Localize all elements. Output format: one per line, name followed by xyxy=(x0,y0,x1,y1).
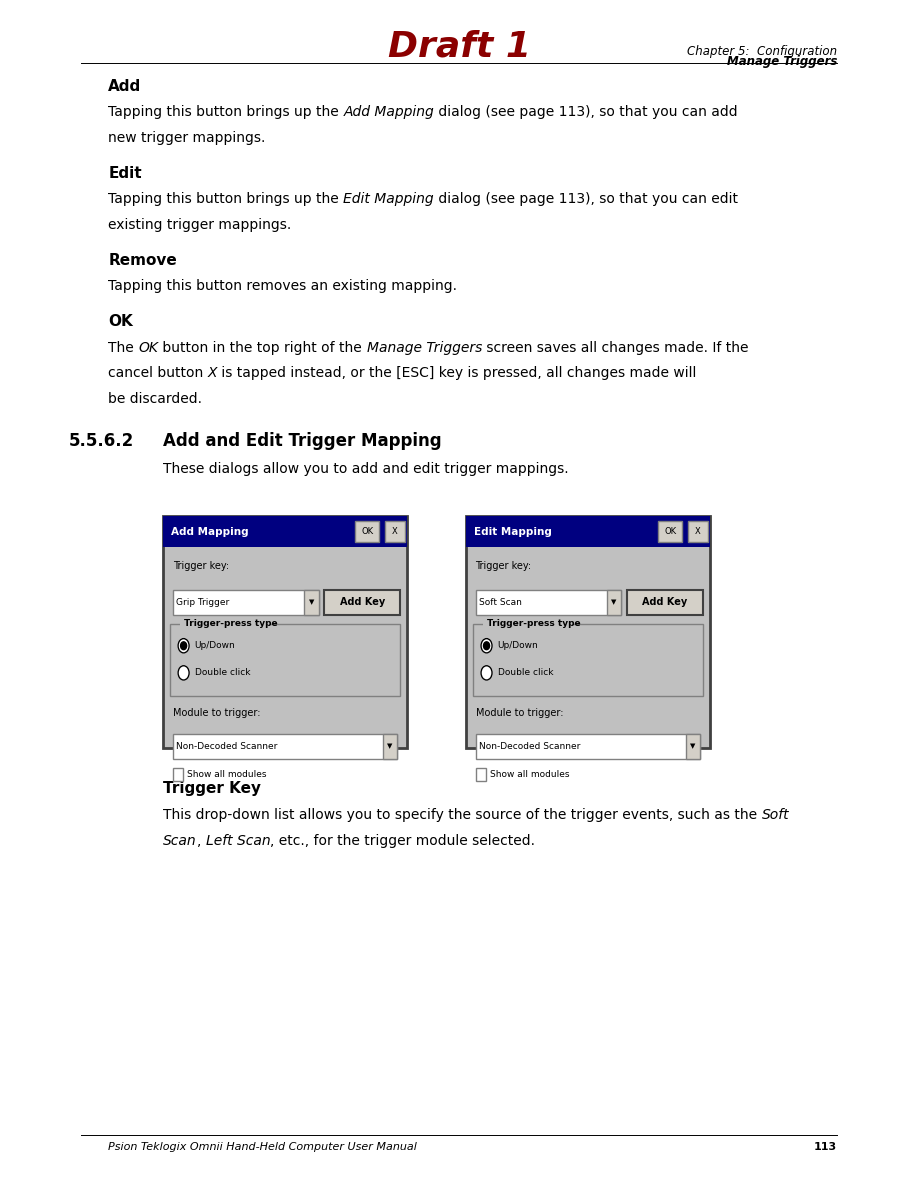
Text: Manage Triggers: Manage Triggers xyxy=(366,340,482,355)
Bar xyxy=(180,618,270,632)
Text: Double click: Double click xyxy=(498,669,553,677)
Text: Edit Mapping: Edit Mapping xyxy=(474,526,552,537)
Text: Add: Add xyxy=(108,79,141,94)
Bar xyxy=(688,521,708,541)
Bar xyxy=(627,590,703,615)
Text: Show all modules: Show all modules xyxy=(490,770,570,779)
Text: Double click: Double click xyxy=(195,669,250,677)
Text: new trigger mappings.: new trigger mappings. xyxy=(108,131,265,145)
Text: Trigger-press type: Trigger-press type xyxy=(184,619,277,627)
Text: Remove: Remove xyxy=(108,252,177,268)
Text: Non-Decoded Scanner: Non-Decoded Scanner xyxy=(479,741,580,751)
Bar xyxy=(476,769,486,782)
Text: Trigger key:: Trigger key: xyxy=(476,562,532,571)
Circle shape xyxy=(181,641,186,650)
Text: Add Key: Add Key xyxy=(340,597,385,607)
Text: Trigger Key: Trigger Key xyxy=(163,782,262,796)
Text: Up/Down: Up/Down xyxy=(498,641,538,650)
Text: OK: OK xyxy=(664,527,677,536)
Bar xyxy=(173,769,183,782)
Text: Add Mapping: Add Mapping xyxy=(171,526,249,537)
Bar xyxy=(355,521,379,541)
Bar xyxy=(466,516,710,547)
Bar xyxy=(607,590,621,615)
Text: Trigger key:: Trigger key: xyxy=(173,562,229,571)
Bar xyxy=(466,516,710,749)
Text: , etc., for the trigger module selected.: , etc., for the trigger module selected. xyxy=(271,834,535,847)
Text: Edit Mapping: Edit Mapping xyxy=(343,193,434,206)
Text: OK: OK xyxy=(139,340,159,355)
Text: is tapped instead, or the [ESC] key is pressed, all changes made will: is tapped instead, or the [ESC] key is p… xyxy=(218,367,697,381)
Text: X: X xyxy=(208,367,218,381)
Bar xyxy=(473,625,703,696)
Circle shape xyxy=(178,665,189,679)
Text: Module to trigger:: Module to trigger: xyxy=(476,708,563,718)
Bar xyxy=(383,734,397,759)
Text: button in the top right of the: button in the top right of the xyxy=(159,340,366,355)
Text: Add Mapping: Add Mapping xyxy=(343,106,434,119)
Text: The: The xyxy=(108,340,139,355)
Text: ▼: ▼ xyxy=(387,744,393,750)
Bar xyxy=(483,618,573,632)
Text: ▼: ▼ xyxy=(690,744,696,750)
Circle shape xyxy=(481,639,492,653)
Text: Module to trigger:: Module to trigger: xyxy=(173,708,260,718)
Bar xyxy=(686,734,700,759)
Text: 113: 113 xyxy=(814,1142,837,1152)
Text: These dialogs allow you to add and edit trigger mappings.: These dialogs allow you to add and edit … xyxy=(163,462,569,476)
Text: Tapping this button brings up the: Tapping this button brings up the xyxy=(108,193,343,206)
Text: Chapter 5:  Configuration: Chapter 5: Configuration xyxy=(687,45,837,58)
Text: Tapping this button removes an existing mapping.: Tapping this button removes an existing … xyxy=(108,280,457,294)
Text: X: X xyxy=(392,527,397,536)
Bar xyxy=(476,590,621,615)
Text: cancel button: cancel button xyxy=(108,367,208,381)
Circle shape xyxy=(481,665,492,679)
Text: Grip Trigger: Grip Trigger xyxy=(176,597,230,607)
Text: Up/Down: Up/Down xyxy=(195,641,235,650)
Text: 5.5.6.2: 5.5.6.2 xyxy=(69,432,134,450)
Bar xyxy=(163,516,407,749)
Text: Trigger-press type: Trigger-press type xyxy=(487,619,580,627)
Text: existing trigger mappings.: existing trigger mappings. xyxy=(108,218,292,232)
Text: dialog (see page 113), so that you can edit: dialog (see page 113), so that you can e… xyxy=(434,193,738,206)
Bar xyxy=(163,516,407,547)
Circle shape xyxy=(484,641,489,650)
Text: X: X xyxy=(695,527,700,536)
Text: Non-Decoded Scanner: Non-Decoded Scanner xyxy=(176,741,277,751)
Text: OK: OK xyxy=(361,527,374,536)
Text: Soft: Soft xyxy=(762,808,789,822)
Text: ,: , xyxy=(197,834,206,847)
Text: This drop-down list allows you to specify the source of the trigger events, such: This drop-down list allows you to specif… xyxy=(163,808,762,822)
Text: Edit: Edit xyxy=(108,165,142,181)
Text: Tapping this button brings up the: Tapping this button brings up the xyxy=(108,106,343,119)
Bar xyxy=(173,734,397,759)
Circle shape xyxy=(178,639,189,653)
Text: Add Key: Add Key xyxy=(643,597,688,607)
Bar xyxy=(658,521,682,541)
Text: Psion Teklogix Omnii Hand-Held Computer User Manual: Psion Teklogix Omnii Hand-Held Computer … xyxy=(108,1142,417,1152)
Text: screen saves all changes made. If the: screen saves all changes made. If the xyxy=(482,340,748,355)
Bar xyxy=(304,590,319,615)
Bar xyxy=(324,590,400,615)
Text: dialog (see page 113), so that you can add: dialog (see page 113), so that you can a… xyxy=(434,106,738,119)
Bar xyxy=(476,734,700,759)
Text: ▼: ▼ xyxy=(611,600,617,606)
Text: Draft 1: Draft 1 xyxy=(387,30,531,64)
Text: Add and Edit Trigger Mapping: Add and Edit Trigger Mapping xyxy=(163,432,442,450)
Text: ▼: ▼ xyxy=(308,600,314,606)
Text: Scan: Scan xyxy=(163,834,197,847)
Bar xyxy=(170,625,400,696)
Text: OK: OK xyxy=(108,314,133,328)
Text: Soft Scan: Soft Scan xyxy=(479,597,522,607)
Bar xyxy=(173,590,319,615)
Text: Left Scan: Left Scan xyxy=(206,834,271,847)
Text: be discarded.: be discarded. xyxy=(108,392,202,406)
Text: Show all modules: Show all modules xyxy=(187,770,267,779)
Bar xyxy=(385,521,405,541)
Text: Manage Triggers: Manage Triggers xyxy=(727,55,837,68)
